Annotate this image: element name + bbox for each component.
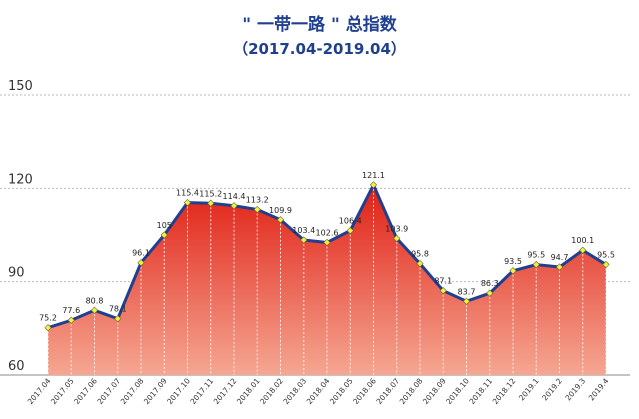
data-label: 95.8 bbox=[411, 250, 429, 259]
data-label: 93.5 bbox=[504, 257, 522, 266]
data-point-marker bbox=[44, 324, 52, 332]
data-label: 77.6 bbox=[62, 306, 80, 315]
data-point-marker bbox=[253, 205, 261, 214]
data-label: 78.1 bbox=[109, 305, 127, 314]
data-label: 113.2 bbox=[246, 195, 269, 204]
x-tick-label: 2018.04 bbox=[305, 376, 332, 406]
data-point-marker bbox=[137, 259, 145, 267]
x-tick-label: 2017.06 bbox=[72, 376, 99, 406]
data-label: 83.7 bbox=[458, 287, 476, 296]
data-label: 95.5 bbox=[527, 251, 545, 260]
data-point-marker bbox=[207, 199, 215, 207]
data-label: 114.4 bbox=[223, 192, 246, 201]
x-tick-label: 2018.03 bbox=[281, 376, 308, 406]
chart-title: " 一带一路 " 总指数 bbox=[242, 15, 397, 35]
data-label: 121.1 bbox=[362, 171, 385, 180]
data-point-marker bbox=[602, 260, 610, 269]
data-point-marker bbox=[555, 263, 564, 271]
data-label: 87.1 bbox=[434, 277, 452, 286]
data-label: 102.6 bbox=[316, 228, 339, 237]
x-tick-label: 2018.06 bbox=[351, 376, 378, 406]
x-tick-label: 2017.07 bbox=[95, 376, 122, 406]
data-point-marker bbox=[509, 267, 517, 275]
y-tick-label: 90 bbox=[8, 266, 25, 281]
vertical-guides bbox=[47, 184, 607, 375]
x-tick-label: 2018.05 bbox=[328, 376, 355, 406]
x-tick-label: 2018.10 bbox=[444, 376, 471, 406]
x-tick-label: 2017.05 bbox=[49, 376, 76, 406]
y-axis-ticks: 60 90 120 150 bbox=[8, 79, 33, 374]
x-tick-label: 2019.1 bbox=[517, 376, 541, 402]
data-label: 109.9 bbox=[269, 206, 292, 215]
x-tick-label: 2018.12 bbox=[491, 376, 518, 406]
data-point-marker bbox=[393, 234, 401, 243]
data-label: 103.9 bbox=[385, 224, 408, 233]
markers bbox=[44, 181, 610, 332]
data-point-marker bbox=[323, 238, 331, 247]
data-point-marker bbox=[486, 289, 494, 297]
data-label: 115.2 bbox=[199, 189, 222, 198]
data-label: 103.4 bbox=[292, 226, 315, 235]
x-tick-label: 2019.2 bbox=[540, 376, 564, 402]
data-point-marker bbox=[160, 231, 168, 239]
data-point-marker bbox=[90, 306, 99, 314]
data-label: 86.3 bbox=[481, 279, 499, 288]
data-point-marker bbox=[416, 259, 424, 268]
x-axis-ticks: 2017.042017.052017.062017.072017.082017.… bbox=[26, 376, 611, 406]
data-label: 105 bbox=[157, 221, 172, 230]
y-tick-label: 120 bbox=[8, 172, 33, 187]
data-point-marker bbox=[346, 227, 354, 235]
data-point-marker bbox=[276, 216, 285, 224]
data-point-marker bbox=[462, 297, 471, 305]
x-tick-label: 2018.01 bbox=[235, 376, 262, 406]
data-point-marker bbox=[114, 315, 122, 323]
x-tick-label: 2017.04 bbox=[26, 376, 53, 406]
x-tick-label: 2017.10 bbox=[165, 376, 192, 406]
data-point-marker bbox=[439, 287, 447, 295]
data-point-marker bbox=[579, 246, 587, 254]
data-labels: 75.2 77.6 80.8 78.1 96.1 105 115.4 115.2 114.4 11… bbox=[39, 171, 615, 323]
data-label: 115.4 bbox=[176, 189, 199, 198]
x-tick-label: 2018.08 bbox=[398, 376, 425, 406]
data-point-marker bbox=[532, 260, 540, 269]
y-tick-label: 150 bbox=[8, 79, 33, 94]
data-label: 100.1 bbox=[571, 236, 594, 245]
data-label: 96.1 bbox=[132, 249, 150, 258]
y-tick-label: 60 bbox=[8, 359, 25, 374]
x-tick-label: 2017.08 bbox=[119, 376, 146, 406]
data-label: 106.4 bbox=[339, 217, 362, 226]
chart-subtitle: （2017.04-2019.04） bbox=[233, 40, 406, 58]
x-tick-label: 2017.09 bbox=[142, 376, 169, 406]
x-tick-label: 2018.11 bbox=[467, 376, 494, 406]
x-tick-label: 2018.09 bbox=[421, 376, 448, 406]
data-point-marker bbox=[369, 181, 378, 189]
x-tick-label: 2018.02 bbox=[258, 376, 285, 406]
data-point-marker bbox=[300, 236, 308, 244]
data-label: 94.7 bbox=[551, 253, 569, 262]
data-label: 95.5 bbox=[597, 251, 615, 260]
data-label: 75.2 bbox=[39, 314, 57, 323]
data-point-marker bbox=[183, 199, 192, 207]
data-point-marker bbox=[230, 202, 238, 210]
x-tick-label: 2019.3 bbox=[564, 376, 588, 402]
x-tick-label: 2017.12 bbox=[212, 376, 239, 406]
data-point-marker bbox=[67, 316, 75, 324]
x-tick-label: 2017.11 bbox=[188, 376, 215, 406]
x-tick-label: 2019.4 bbox=[587, 376, 611, 402]
data-label: 80.8 bbox=[86, 296, 104, 305]
x-tick-label: 2018.07 bbox=[374, 376, 401, 406]
